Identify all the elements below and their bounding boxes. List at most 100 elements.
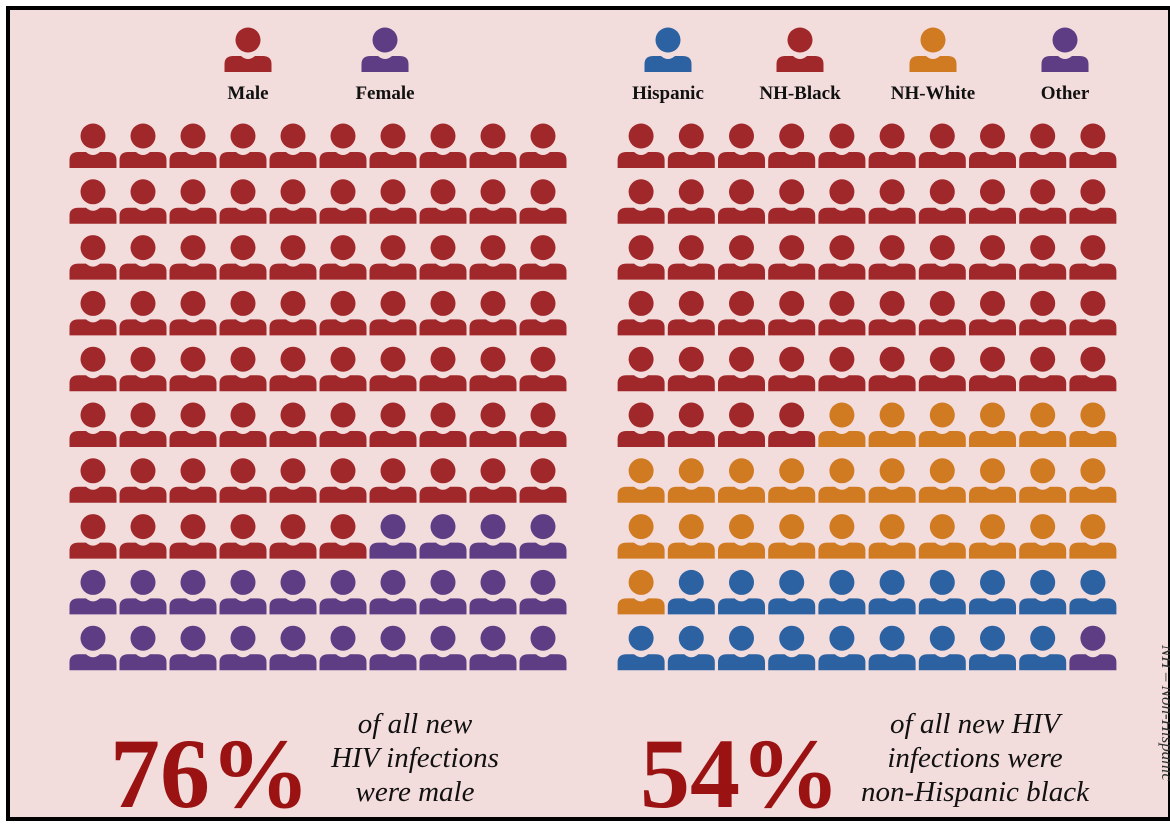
person-icon [69,290,117,336]
person-icon [169,402,217,447]
person-body [918,598,966,615]
person-head [280,402,306,428]
person-body [224,56,272,72]
person-head [1080,235,1106,261]
person-icon [818,290,866,336]
person-icon [617,458,665,503]
person-icon [319,346,367,392]
person-head [779,514,805,540]
person-head [929,123,955,149]
person-body [519,263,567,280]
person-body [918,263,966,280]
person-body [119,654,167,671]
person-icon [667,514,715,559]
person-icon [918,346,966,392]
person-body [818,207,866,224]
person-head [80,123,106,149]
person-body [119,542,167,559]
person-head [980,402,1005,428]
person-body [868,375,916,392]
person-icon [768,123,816,168]
person-head [230,569,256,595]
person-body [319,375,367,392]
person-body [667,207,715,224]
person-icon [119,458,167,503]
person-body [918,542,966,559]
person-icon [269,346,317,392]
person-body [419,431,467,447]
person-head [779,179,805,205]
person-head [330,402,356,428]
person-icon [868,625,916,671]
person-body [667,598,715,615]
person-icon [818,235,866,280]
person-icon [1019,402,1067,447]
caption-line: HIV infections [330,742,499,774]
person-body [617,598,665,615]
person-body [617,375,665,392]
person-head [330,346,356,372]
person-head [180,458,206,484]
person-body [818,654,866,671]
person-head [530,235,556,261]
person-head [829,123,855,149]
person-icon [818,179,866,224]
person-body [519,598,567,615]
person-icon [718,514,765,559]
person-body [419,152,467,168]
person-head [180,290,206,316]
person-head [1030,179,1056,205]
person-head [1030,569,1056,595]
person-body [419,375,467,392]
person-icon [419,235,467,280]
person-head [929,514,955,540]
person-icon [519,402,567,447]
person-icon [918,458,966,503]
person-head [230,290,256,316]
person-head [480,123,506,149]
person-head [330,290,356,316]
person-head [829,235,855,261]
person-icon [319,625,367,671]
person-body [1019,431,1067,447]
person-body [868,542,916,559]
person-head [430,346,456,372]
person-icon [169,123,217,168]
person-head [430,235,456,261]
legend-icon [224,27,272,72]
person-icon [319,235,367,280]
person-icon [519,123,567,168]
person-icon [319,290,367,336]
person-head [330,625,356,651]
person-icon [768,179,816,224]
person-head [530,179,556,205]
person-body [369,486,417,503]
person-body [969,486,1016,503]
person-icon [718,290,765,336]
person-body [169,431,217,447]
person-body [419,654,467,671]
person-icon [617,290,665,336]
person-body [818,319,866,336]
person-icon [868,346,916,392]
person-icon [969,402,1016,447]
person-icon [469,458,517,503]
person-icon [969,346,1016,392]
person-icon [219,569,267,615]
person-body [1069,431,1117,447]
person-body [319,319,367,336]
person-body [718,431,765,447]
person-head [929,179,955,205]
person-icon [1069,123,1117,168]
person-body [1019,207,1067,224]
person-body [718,152,765,168]
person-icon [219,123,267,168]
person-icon [119,290,167,336]
person-icon [419,402,467,447]
person-head [879,123,905,149]
person-head [980,235,1005,261]
person-icon [69,458,117,503]
person-body [667,486,715,503]
person-body [269,152,317,168]
person-icon [969,290,1016,336]
